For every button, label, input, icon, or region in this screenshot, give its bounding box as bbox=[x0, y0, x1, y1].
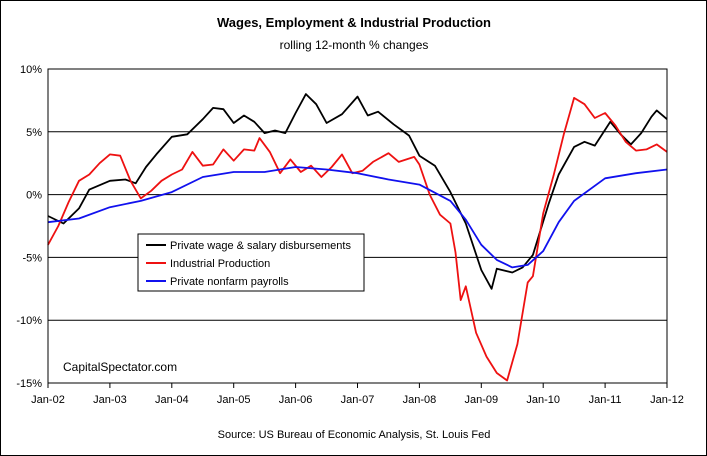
series-lines bbox=[47, 93, 668, 382]
y-tick-label: 10% bbox=[20, 64, 42, 76]
plot-area bbox=[47, 68, 668, 384]
y-axis-ticks: 10% 5% 0% -5% -10% -15% bbox=[16, 64, 42, 390]
x-axis-ticks: Jan-02 Jan-03 Jan-04 Jan-05 Jan-06 Jan-07 Jan-… bbox=[31, 383, 684, 406]
y-tick-label: -15% bbox=[16, 378, 42, 390]
y-tick-label: 0% bbox=[26, 190, 42, 202]
x-tick-label: Jan-12 bbox=[650, 394, 684, 406]
x-tick-label: Jan-03 bbox=[93, 394, 127, 406]
x-tick-label: Jan-09 bbox=[464, 394, 498, 406]
legend-box bbox=[137, 233, 365, 292]
x-tick-label: Jan-07 bbox=[341, 394, 375, 406]
legend: Private wage & salary disbursements Indus… bbox=[137, 233, 365, 292]
y-tick-label: -10% bbox=[16, 315, 42, 327]
legend-label: Private nonfarm payrolls bbox=[170, 276, 289, 288]
series-line-1 bbox=[47, 93, 668, 290]
source-note: Source: US Bureau of Economic Analysis, … bbox=[218, 429, 491, 441]
x-tick-label: Jan-08 bbox=[403, 394, 437, 406]
x-tick-label: Jan-05 bbox=[217, 394, 251, 406]
x-tick-label: Jan-10 bbox=[526, 394, 560, 406]
gridlines bbox=[48, 68, 667, 384]
chart-subtitle: rolling 12-month % changes bbox=[280, 38, 429, 52]
y-tick-label: -5% bbox=[22, 252, 42, 264]
x-tick-label: Jan-04 bbox=[155, 394, 189, 406]
legend-label: Private wage & salary disbursements bbox=[170, 240, 351, 252]
legend-label: Industrial Production bbox=[170, 258, 270, 270]
x-tick-label: Jan-11 bbox=[589, 394, 622, 406]
x-tick-label: Jan-06 bbox=[279, 394, 313, 406]
series-line-3 bbox=[47, 166, 668, 269]
chart-title: Wages, Employment & Industrial Productio… bbox=[217, 15, 491, 30]
watermark-text: CapitalSpectator.com bbox=[63, 360, 177, 374]
x-tick-label: Jan-02 bbox=[31, 394, 65, 406]
series-line-2 bbox=[47, 97, 668, 382]
y-tick-label: 5% bbox=[26, 127, 42, 139]
